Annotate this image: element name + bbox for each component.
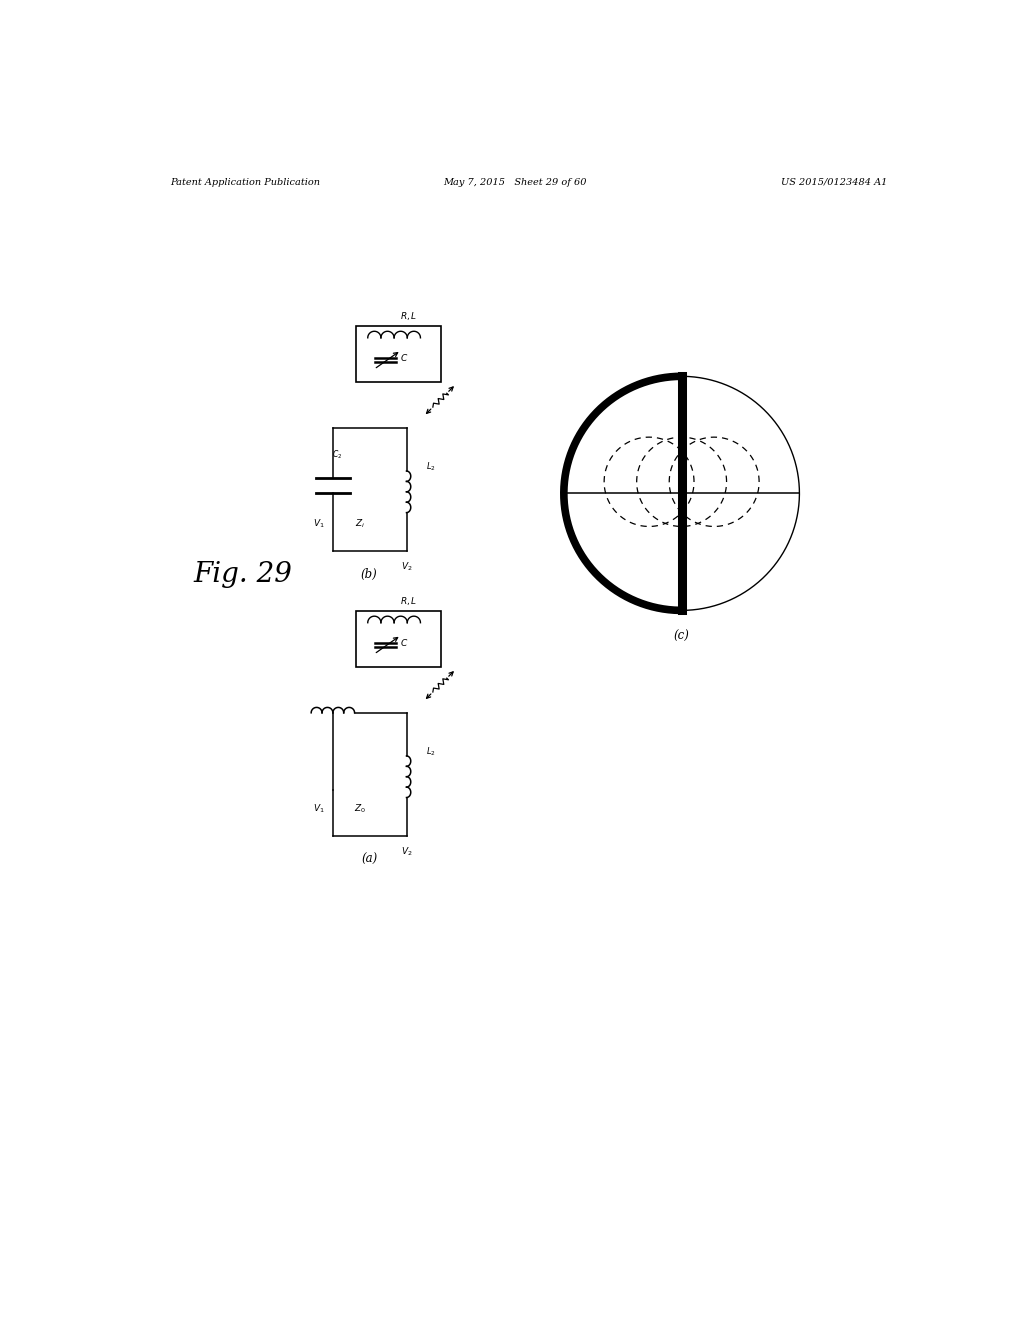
Text: $V_2$: $V_2$ xyxy=(400,561,412,573)
Text: (b): (b) xyxy=(361,568,377,581)
Text: May 7, 2015   Sheet 29 of 60: May 7, 2015 Sheet 29 of 60 xyxy=(443,178,586,186)
Text: $R, L$: $R, L$ xyxy=(399,310,417,322)
Text: $C$: $C$ xyxy=(399,638,408,648)
Text: $C$: $C$ xyxy=(399,352,408,363)
Bar xyxy=(356,611,441,667)
Text: $Z_0$: $Z_0$ xyxy=(354,803,366,816)
Text: $V_2$: $V_2$ xyxy=(400,845,412,858)
Text: $V_1$: $V_1$ xyxy=(313,803,324,816)
Bar xyxy=(356,326,441,381)
Text: $Z_i$: $Z_i$ xyxy=(355,517,365,531)
Text: Fig. 29: Fig. 29 xyxy=(194,561,292,587)
Text: $C_2$: $C_2$ xyxy=(331,449,341,461)
Text: $L_2$: $L_2$ xyxy=(426,744,435,758)
Text: Patent Application Publication: Patent Application Publication xyxy=(170,178,320,186)
Text: $R, L$: $R, L$ xyxy=(399,594,417,607)
Text: $V_1$: $V_1$ xyxy=(313,517,324,531)
Text: (a): (a) xyxy=(361,853,377,866)
Text: (c): (c) xyxy=(673,630,689,643)
Text: $L_2$: $L_2$ xyxy=(426,461,435,473)
Text: US 2015/0123484 A1: US 2015/0123484 A1 xyxy=(780,178,887,186)
